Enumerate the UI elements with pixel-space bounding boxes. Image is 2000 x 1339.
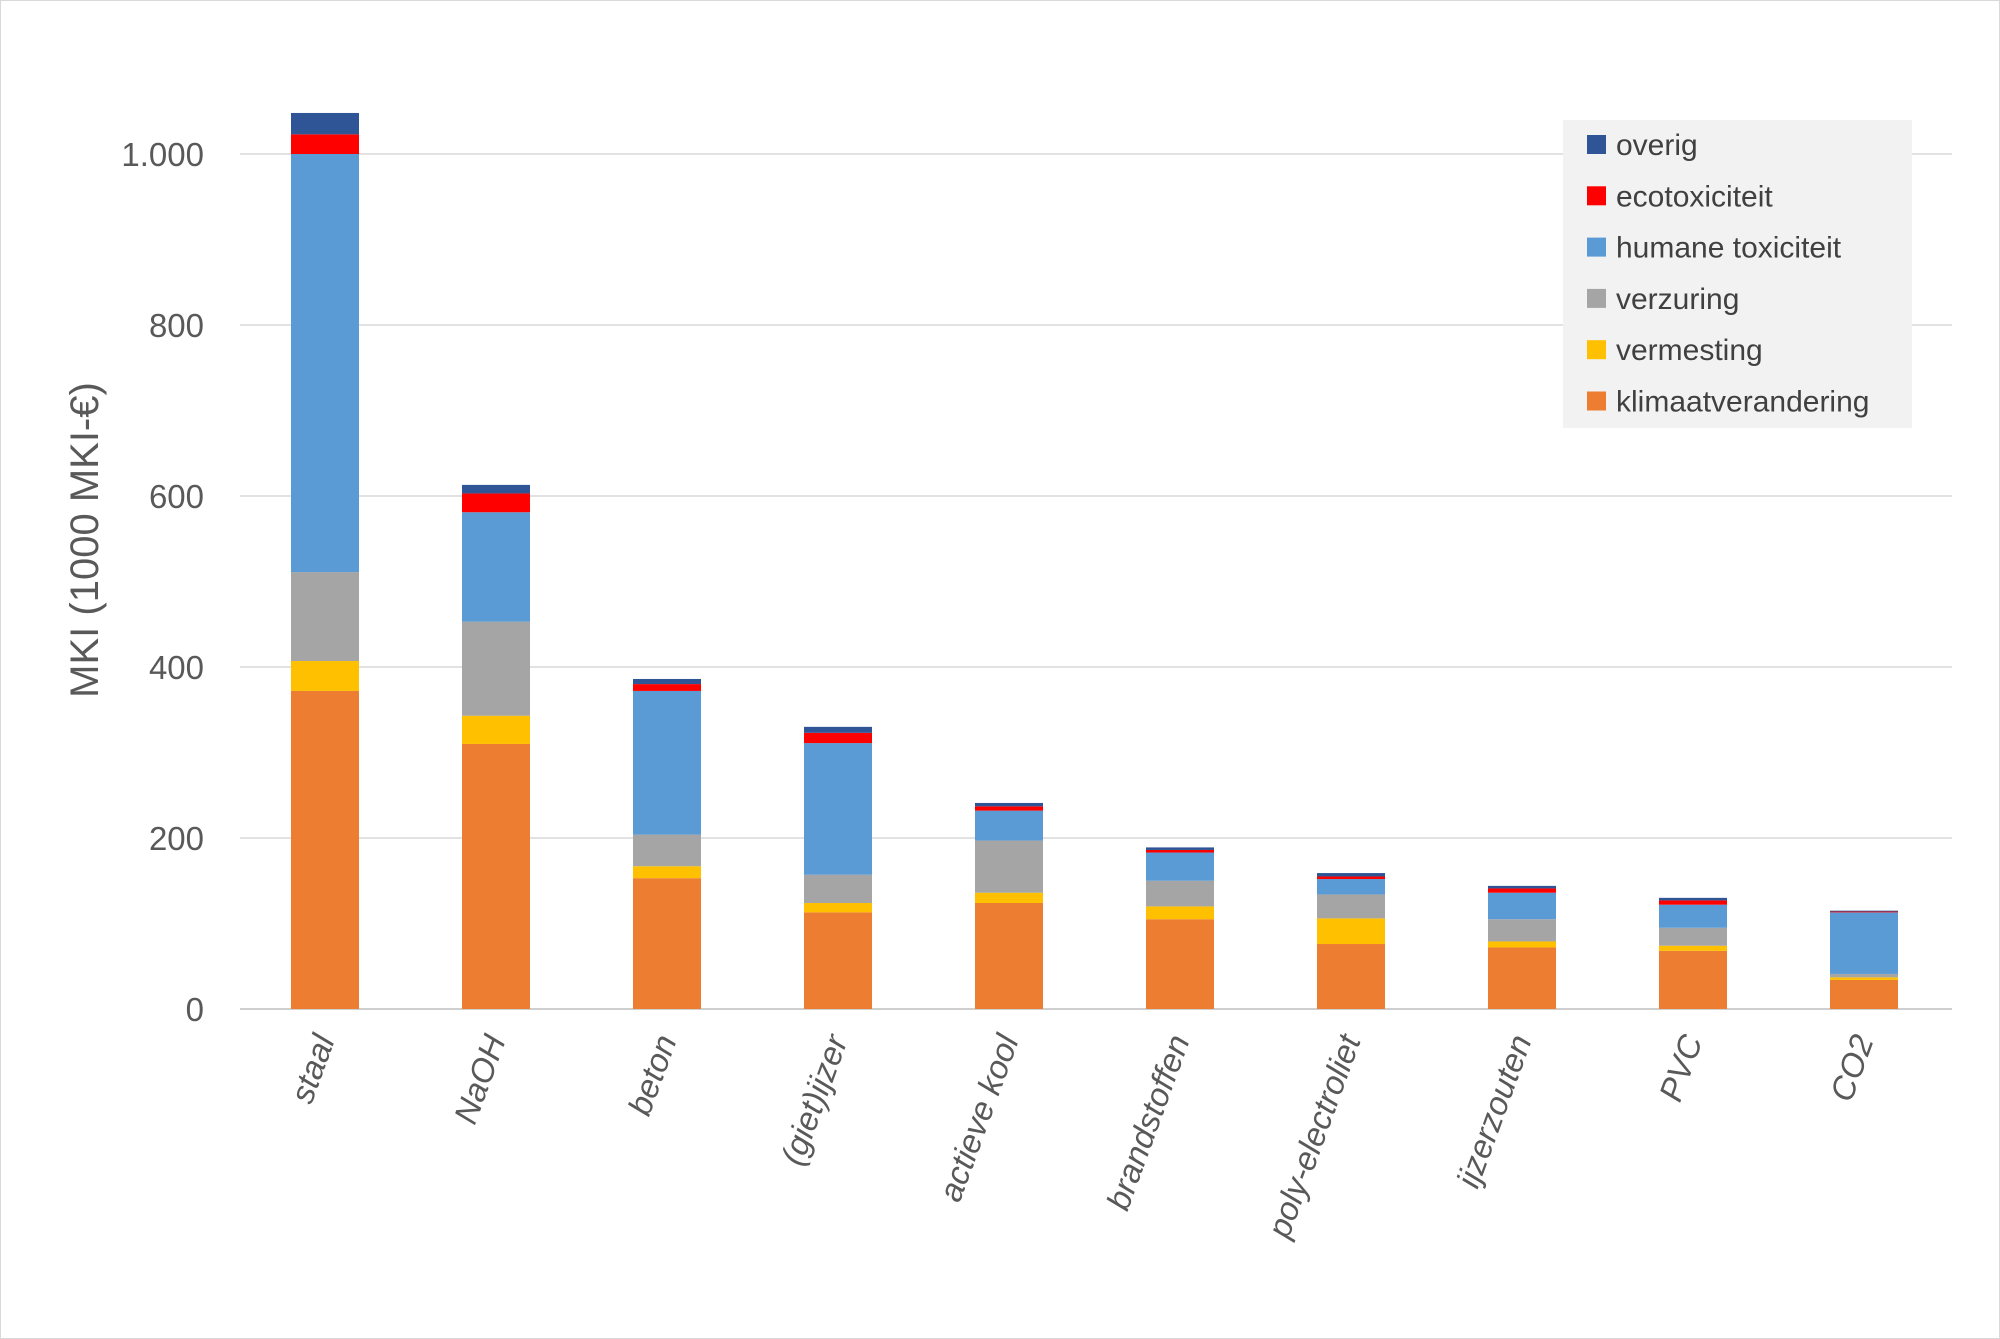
bar-segment-humane-toxiciteit — [462, 512, 530, 622]
bar-segment-ecotoxiciteit — [462, 493, 530, 513]
bar-segment-vermesting — [1488, 941, 1556, 948]
legend-label: vermesting — [1616, 334, 1763, 367]
bar-segment-ecotoxiciteit — [1317, 876, 1385, 880]
y-tick-label: 1.000 — [121, 136, 204, 173]
bar-segment-vermesting — [291, 661, 359, 691]
bar-segment-vermesting — [804, 902, 872, 913]
x-axis-ticks: staal NaOH beton (giet)ijzer actieve kool bra… — [283, 1028, 1881, 1243]
bar-segment-verzuring — [975, 840, 1043, 893]
bar-segment-klimaatverandering — [1659, 950, 1727, 1009]
bar-segment-overig — [291, 112, 359, 135]
bar-segment-ecotoxiciteit — [1146, 849, 1214, 853]
y-tick-label: 200 — [149, 820, 204, 857]
bar-segment-vermesting — [1317, 918, 1385, 945]
bar-segment-vermesting — [975, 892, 1043, 903]
legend-label: overig — [1616, 129, 1698, 162]
legend-swatch — [1587, 135, 1606, 154]
bar-segment-klimaatverandering — [804, 912, 872, 1009]
bar-segment-overig — [1488, 885, 1556, 889]
x-tick-label: ijzerzouten — [1449, 1030, 1538, 1193]
bar-segment-ecotoxiciteit — [804, 732, 872, 744]
bar-segment-humane-toxiciteit — [1317, 879, 1385, 895]
bar-segment-klimaatverandering — [291, 690, 359, 1009]
legend-swatch — [1587, 288, 1606, 308]
bar-segment-verzuring — [1146, 880, 1214, 907]
bar-segment-humane-toxiciteit — [1146, 852, 1214, 881]
bar-segment-verzuring — [633, 834, 701, 867]
legend-label: ecotoxiciteit — [1616, 180, 1773, 213]
bar-segment-vermesting — [633, 866, 701, 879]
bar-segment-klimaatverandering — [1317, 944, 1385, 1009]
bar-segment-humane-toxiciteit — [1488, 892, 1556, 920]
bar-segment-ecotoxiciteit — [975, 806, 1043, 811]
bar-segment-vermesting — [1830, 977, 1898, 980]
x-tick-label: actieve kool — [931, 1028, 1026, 1206]
y-axis-ticks: 0 200 400 600 800 1.000 — [121, 136, 204, 1028]
bar-segment-overig — [633, 678, 701, 685]
bar-segment-klimaatverandering — [633, 878, 701, 1009]
bar-segment-humane-toxiciteit — [804, 743, 872, 875]
bar-segment-humane-toxiciteit — [1830, 912, 1898, 974]
bar-segment-humane-toxiciteit — [1659, 904, 1727, 928]
y-axis-title: MKI (1000 MKI-€) — [63, 382, 107, 698]
bar-segment-ecotoxiciteit — [1488, 888, 1556, 893]
bar-segment-verzuring — [804, 874, 872, 903]
legend-label: verzuring — [1616, 283, 1739, 316]
bar-segment-overig — [1146, 847, 1214, 850]
bar-segment-overig — [1317, 873, 1385, 877]
y-tick-label: 600 — [149, 478, 204, 515]
legend-background — [1563, 120, 1912, 428]
legend-label: klimaatverandering — [1616, 386, 1869, 419]
bar-segment-ecotoxiciteit — [633, 684, 701, 691]
legend-swatch — [1587, 391, 1606, 411]
bar-segment-klimaatverandering — [975, 902, 1043, 1009]
bar-segment-humane-toxiciteit — [633, 690, 701, 835]
bar-segment-overig — [804, 726, 872, 733]
x-tick-label: PVC — [1652, 1029, 1710, 1107]
bar-segment-ecotoxiciteit — [291, 134, 359, 154]
bar-segment-klimaatverandering — [462, 743, 530, 1009]
x-tick-label: beton — [621, 1030, 684, 1120]
x-tick-label: NaOH — [446, 1030, 512, 1129]
bar-segment-overig — [1830, 910, 1898, 912]
bar-segment-verzuring — [1659, 927, 1727, 946]
bar-segment-verzuring — [1317, 894, 1385, 919]
x-tick-label: brandstoffen — [1099, 1030, 1197, 1215]
bar-segment-klimaatverandering — [1146, 919, 1214, 1009]
legend-swatch — [1587, 237, 1606, 257]
bar-segment-overig — [462, 484, 530, 494]
bar-segment-vermesting — [1659, 945, 1727, 951]
bar-segment-verzuring — [462, 621, 530, 716]
x-tick-label: CO2 — [1823, 1030, 1881, 1106]
bar-segment-overig — [1659, 897, 1727, 901]
bar-segment-verzuring — [1830, 973, 1898, 978]
bar-segment-verzuring — [291, 572, 359, 662]
legend-label: humane toxiciteit — [1616, 232, 1842, 265]
bar-segment-humane-toxiciteit — [975, 810, 1043, 841]
y-tick-label: 0 — [186, 991, 204, 1028]
bar-segment-klimaatverandering — [1488, 947, 1556, 1009]
bars — [291, 112, 1898, 1009]
legend: overig ecotoxiciteit humane toxiciteit verz… — [1563, 120, 1912, 428]
bar-segment-humane-toxiciteit — [291, 154, 359, 573]
y-tick-label: 800 — [149, 307, 204, 344]
bar-segment-ecotoxiciteit — [1830, 911, 1898, 913]
bar-segment-overig — [975, 802, 1043, 807]
legend-swatch — [1587, 186, 1606, 206]
bar-segment-vermesting — [462, 715, 530, 744]
bar-segment-klimaatverandering — [1830, 979, 1898, 1009]
bar-segment-verzuring — [1488, 919, 1556, 942]
legend-swatch — [1587, 340, 1606, 360]
bar-segment-vermesting — [1146, 906, 1214, 920]
y-tick-label: 400 — [149, 649, 204, 686]
bar-segment-ecotoxiciteit — [1659, 900, 1727, 905]
x-tick-label: poly-electroliet — [1260, 1028, 1369, 1243]
x-tick-label: (giet)ijzer — [773, 1028, 855, 1170]
x-tick-label: staal — [283, 1028, 342, 1108]
